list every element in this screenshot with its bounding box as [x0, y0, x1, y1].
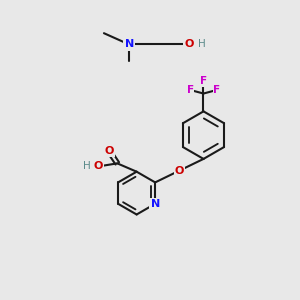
Text: O: O [184, 40, 194, 50]
Text: F: F [213, 85, 220, 95]
Text: O: O [94, 161, 103, 171]
Text: F: F [200, 76, 207, 86]
Text: N: N [151, 199, 160, 209]
Text: O: O [104, 146, 114, 156]
Text: H: H [82, 161, 90, 171]
Text: H: H [198, 40, 206, 50]
Text: N: N [124, 40, 134, 50]
Text: F: F [187, 85, 194, 95]
Text: O: O [175, 166, 184, 176]
